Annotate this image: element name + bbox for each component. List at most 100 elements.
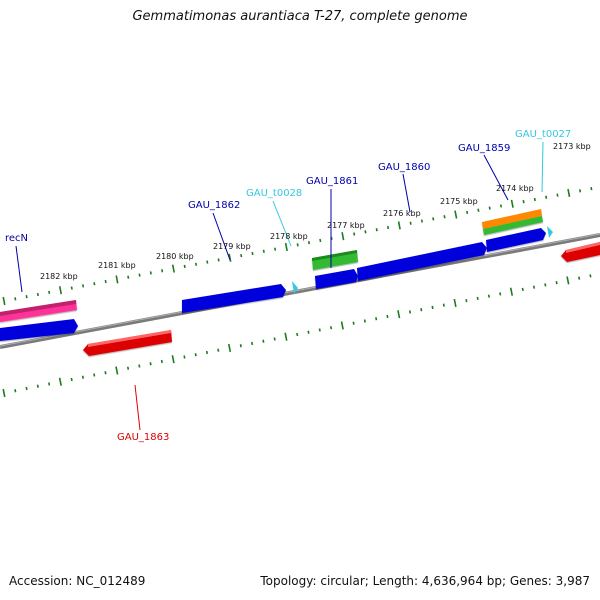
gene-label-GAU_1859: GAU_1859 [458, 143, 510, 154]
scale-label-2175: 2175 kbp [440, 197, 478, 206]
feature-cds-GAU_1859[interactable] [486, 228, 546, 252]
tick-inner-5 [58, 377, 62, 386]
tick-inner-46 [521, 287, 524, 292]
scale-labels: 2182 kbp 2181 kbp 2180 kbp 2179 kbp 2178… [40, 142, 591, 281]
tick-outer-50 [567, 188, 571, 198]
tick-outer-37 [420, 219, 423, 223]
tick-inner-23 [262, 339, 265, 343]
tick-inner-40 [453, 298, 457, 308]
accession-text: Accession: NC_012489 [9, 574, 146, 588]
scale-ticks-outer [2, 187, 593, 306]
tick-outer-51 [578, 189, 582, 193]
feature-cds-GAU_1863[interactable] [83, 330, 172, 356]
tick-outer-41 [466, 210, 469, 215]
tick-inner-37 [420, 308, 423, 312]
scale-label-2178: 2178 kbp [270, 232, 308, 241]
tick-inner-44 [499, 292, 502, 296]
feature-cds-GAU_1861[interactable] [315, 269, 358, 289]
tick-outer-49 [556, 193, 559, 197]
tick-inner-47 [532, 285, 536, 289]
scale-label-2180: 2180 kbp [156, 252, 194, 261]
tick-outer-3 [36, 292, 39, 297]
tick-inner-31 [352, 321, 355, 325]
tick-outer-12 [138, 273, 141, 277]
tick-inner-49 [555, 281, 558, 285]
tick-inner-11 [126, 366, 130, 370]
tick-outer-46 [522, 199, 525, 204]
tick-inner-6 [70, 377, 73, 382]
genome-summary-text: Topology: circular; Length: 4,636,964 bp… [260, 574, 590, 588]
tick-outer-28 [319, 238, 322, 243]
tick-outer-1 [14, 297, 17, 301]
tick-inner-15 [171, 355, 175, 364]
tick-inner-27 [307, 330, 310, 334]
gene-label-GAU_1862: GAU_1862 [188, 200, 240, 211]
tick-inner-26 [296, 332, 299, 337]
tick-inner-8 [93, 373, 96, 377]
tick-inner-24 [273, 337, 276, 341]
tick-inner-10 [115, 366, 119, 375]
tick-outer-14 [161, 269, 164, 273]
tick-inner-14 [160, 359, 163, 364]
tick-outer-27 [307, 241, 311, 245]
label-leaders [15, 141, 544, 431]
tick-outer-23 [262, 249, 265, 253]
tick-outer-42 [477, 208, 480, 212]
tick-outer-15 [171, 264, 175, 273]
feature-cds-GAU_1862[interactable] [182, 284, 286, 313]
gene-label-GAU_t0027: GAU_t0027 [515, 129, 571, 140]
scale-label-2173: 2173 kbp [553, 142, 591, 151]
tick-outer-34 [386, 225, 390, 230]
feature-cds-right-red[interactable] [561, 242, 600, 262]
tick-inner-18 [205, 350, 209, 355]
tick-outer-8 [93, 282, 96, 286]
feature-cds-recN[interactable] [0, 319, 78, 341]
scale-label-2174: 2174 kbp [496, 184, 534, 193]
tick-inner-0 [2, 388, 6, 398]
tick-inner-7 [81, 375, 85, 379]
tick-outer-9 [104, 279, 107, 284]
tick-inner-52 [589, 274, 592, 278]
map-title: Gemmatimonas aurantiaca T-27, complete g… [132, 9, 468, 24]
feature-cds-GAU_1860[interactable] [357, 242, 487, 281]
feature-rrna-recN-area[interactable] [0, 300, 77, 322]
scale-ticks-inner [2, 274, 592, 398]
scale-label-2177: 2177 kbp [327, 221, 365, 230]
tick-inner-38 [431, 305, 434, 310]
tick-inner-13 [149, 362, 152, 366]
tick-inner-51 [578, 276, 581, 280]
scale-label-2181: 2181 kbp [98, 261, 136, 270]
tick-inner-3 [36, 384, 39, 388]
tick-outer-30 [341, 232, 345, 241]
tick-outer-35 [397, 221, 401, 230]
gene-labels: recN GAU_1862 GAU_t0028 GAU_1861 GAU_186… [5, 129, 571, 443]
tick-inner-16 [183, 355, 186, 359]
tick-inner-25 [284, 332, 288, 341]
feature-misc-orange[interactable] [482, 209, 542, 229]
tick-outer-20 [228, 253, 232, 262]
tick-inner-50 [566, 276, 570, 285]
feature-misc-green-2[interactable] [483, 216, 543, 235]
tick-outer-10 [115, 275, 119, 284]
tick-outer-17 [194, 262, 198, 266]
gene-label-recN: recN [5, 233, 28, 244]
tick-outer-32 [364, 230, 367, 234]
tick-inner-42 [476, 296, 479, 301]
tick-inner-39 [442, 303, 445, 307]
tick-outer-36 [409, 221, 412, 225]
tick-inner-43 [487, 294, 491, 298]
tick-inner-32 [363, 319, 366, 323]
tick-inner-41 [465, 299, 468, 303]
tick-inner-17 [194, 353, 197, 357]
tick-inner-33 [375, 317, 378, 321]
tick-inner-1 [14, 389, 17, 393]
feature-misc-GAU_1861[interactable] [312, 250, 358, 270]
tick-inner-48 [544, 283, 547, 287]
scale-label-2176: 2176 kbp [383, 209, 421, 218]
tick-inner-35 [397, 310, 401, 319]
feature-trna-GAU_t0027[interactable] [547, 226, 553, 238]
tick-inner-36 [408, 310, 412, 314]
tick-outer-25 [284, 242, 288, 252]
tick-inner-22 [251, 341, 254, 346]
feature-trna-GAU_t0028[interactable] [292, 281, 298, 294]
